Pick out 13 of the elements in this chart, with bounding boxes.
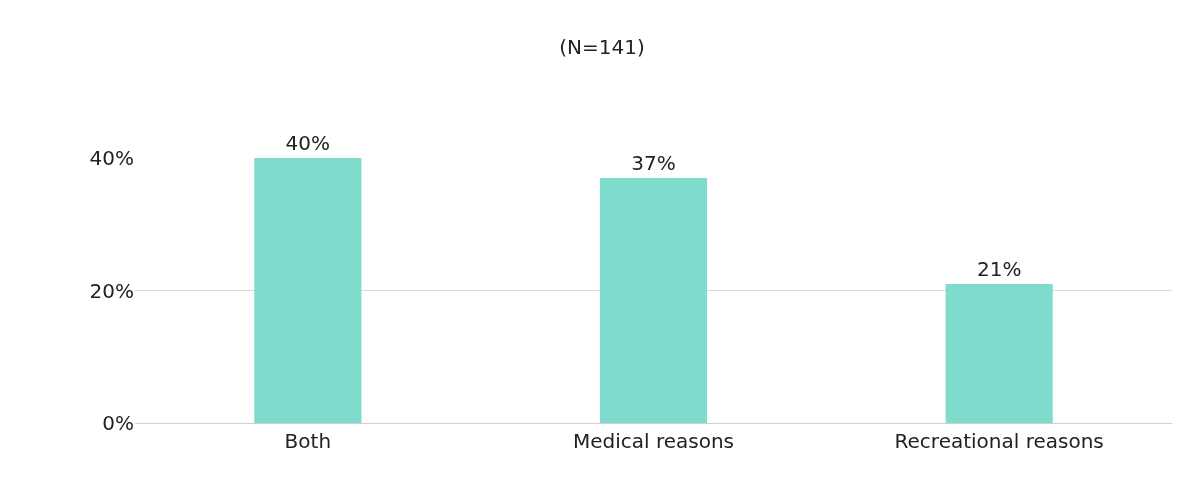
chart-title: (N=141): [559, 34, 645, 59]
y-tick-label: 20%: [89, 278, 134, 303]
data-label: 40%: [285, 131, 331, 155]
bar: [254, 158, 362, 423]
bar: [599, 177, 708, 423]
x-tick-label: Recreational reasons: [894, 429, 1104, 453]
data-label: 37%: [631, 150, 676, 175]
data-label: 21%: [976, 256, 1022, 281]
x-tick-label: Both: [284, 429, 332, 453]
y-tick-label: 0%: [102, 411, 134, 435]
y-tick-label: 40%: [89, 146, 134, 170]
bar: [945, 283, 1053, 423]
x-tick-label: Medical reasons: [572, 429, 735, 453]
